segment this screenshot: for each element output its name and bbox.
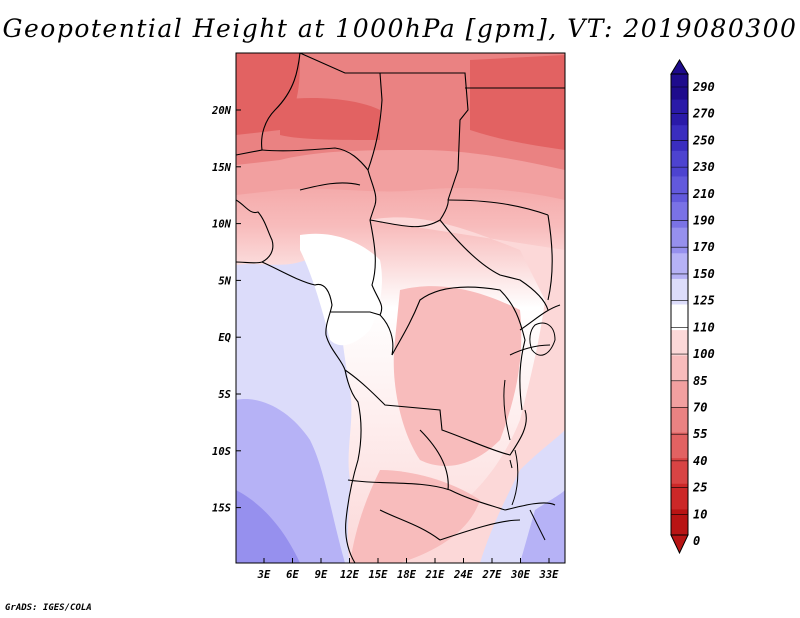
lon-label: 27E bbox=[482, 569, 503, 581]
map-frame bbox=[235, 52, 566, 564]
colorbar-label: 170 bbox=[693, 240, 715, 254]
colorbar-label: 10 bbox=[693, 507, 707, 521]
lakes bbox=[503, 322, 556, 541]
lat-label: 20N bbox=[211, 105, 232, 117]
colorbar-swatch bbox=[671, 202, 688, 229]
lon-label: 21E bbox=[425, 569, 446, 581]
colorbar-swatch bbox=[671, 304, 688, 331]
lon-label: 18E bbox=[397, 569, 417, 581]
colorbar-label: 150 bbox=[693, 267, 715, 281]
colorbar: 2902702502302101901701501251101008570554… bbox=[670, 59, 715, 555]
colorbar-label: 210 bbox=[692, 187, 715, 201]
colorbar-label: 290 bbox=[692, 80, 715, 94]
colorbar-top-arrow bbox=[670, 59, 689, 75]
colorbar-label: 250 bbox=[692, 133, 715, 147]
colorbar-label: 230 bbox=[692, 160, 715, 174]
colorbar-swatch bbox=[671, 509, 688, 536]
colorbar-swatch bbox=[671, 483, 688, 510]
colorbar-label: 70 bbox=[693, 400, 707, 414]
colorbar-label: 55 bbox=[693, 427, 707, 441]
colorbar-label: 190 bbox=[693, 214, 715, 228]
colorbar-swatch bbox=[671, 253, 688, 280]
field-band-40-east bbox=[470, 55, 565, 150]
lon-label: 24E bbox=[453, 569, 474, 581]
longitude-axis: 3E 6E 9E 12E 15E 18E 21E 24E 27E 30E 33E bbox=[257, 558, 559, 581]
colorbar-swatch bbox=[671, 125, 688, 152]
colorbar-label: 40 bbox=[693, 454, 707, 468]
country-borders bbox=[236, 53, 565, 563]
colorbar-label: 0 bbox=[693, 534, 700, 548]
field-band-40-central bbox=[280, 98, 380, 140]
colorbar-label: 100 bbox=[693, 347, 715, 361]
lon-label: 30E bbox=[510, 569, 531, 581]
field-band-110 bbox=[300, 233, 382, 346]
colorbar-swatch bbox=[671, 406, 688, 434]
colorbar-label: 85 bbox=[693, 374, 707, 388]
colorbar-swatch bbox=[671, 330, 688, 357]
lon-label: 15E bbox=[369, 569, 389, 581]
colorbar-swatch bbox=[671, 227, 688, 254]
colorbar-label: 125 bbox=[693, 294, 715, 308]
colorbar-swatch bbox=[671, 176, 688, 203]
lon-label: 3E bbox=[257, 569, 271, 581]
lat-label: 10N bbox=[212, 219, 232, 231]
field-band-170-west bbox=[236, 490, 300, 563]
colorbar-swatch bbox=[671, 150, 688, 177]
colorbar-swatch bbox=[671, 381, 688, 408]
colorbar-label: 25 bbox=[692, 481, 707, 495]
colorbar-swatch bbox=[671, 355, 688, 382]
lat-label: 15N bbox=[212, 162, 232, 174]
field-band-150-east bbox=[520, 490, 565, 563]
geopotential-field bbox=[236, 53, 565, 563]
latitude-axis: 20N 15N 10N 5N EQ 5S 10S 15S bbox=[211, 105, 241, 515]
field-band-85-south bbox=[350, 470, 480, 563]
lat-label: 5N bbox=[218, 275, 231, 287]
lat-label: EQ bbox=[218, 332, 231, 344]
lat-label: 15S bbox=[212, 503, 231, 515]
colorbar-swatch bbox=[671, 278, 688, 305]
colorbar-swatch bbox=[671, 432, 688, 459]
colorbar-label: 270 bbox=[692, 107, 715, 121]
colorbar-swatch bbox=[671, 99, 688, 126]
colorbar-bottom-arrow bbox=[670, 534, 689, 555]
chart-title: Geopotential Height at 1000hPa [gpm], VT… bbox=[2, 14, 798, 43]
colorbar-frame bbox=[670, 73, 689, 536]
lon-label: 6E bbox=[286, 569, 299, 581]
field-band-100 bbox=[350, 217, 565, 563]
lat-label: 5S bbox=[218, 389, 231, 401]
colorbar-label: 110 bbox=[693, 320, 715, 334]
lon-label: 12E bbox=[340, 569, 360, 581]
grads-credit: GrADS: IGES/COLA bbox=[5, 603, 92, 613]
colorbar-swatch bbox=[671, 458, 688, 485]
lat-label: 10S bbox=[212, 446, 231, 458]
field-band-85-central bbox=[393, 286, 522, 466]
lon-label: 9E bbox=[315, 569, 328, 581]
lon-label: 33E bbox=[539, 569, 560, 581]
